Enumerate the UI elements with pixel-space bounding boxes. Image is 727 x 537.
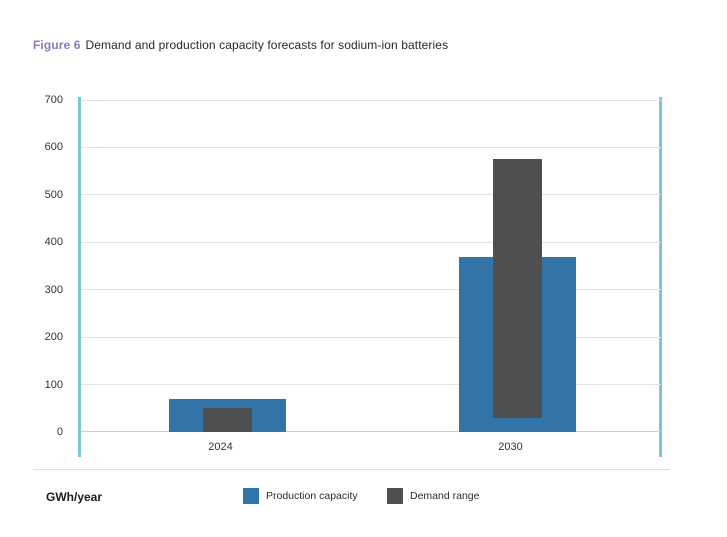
gridline-200 xyxy=(81,336,661,338)
left-axis-line xyxy=(78,97,81,457)
gridline-600 xyxy=(81,146,661,148)
figure-title-text: Demand and production capacity forecasts… xyxy=(85,38,449,52)
legend-label-demand-range: Demand range xyxy=(410,490,480,502)
y-tick-300: 300 xyxy=(44,283,63,296)
footer-divider xyxy=(33,469,670,470)
x-tick-2024: 2024 xyxy=(208,441,233,453)
right-axis-line xyxy=(659,97,662,457)
legend-label-production-capacity: Production capacity xyxy=(266,490,358,502)
plot-area xyxy=(81,99,661,432)
x-tick-2030: 2030 xyxy=(498,441,523,453)
y-tick-500: 500 xyxy=(44,188,63,201)
y-tick-200: 200 xyxy=(44,331,63,344)
demand-range-swatch xyxy=(387,488,403,504)
gridline-100 xyxy=(81,384,661,386)
bar-demand-range-2030 xyxy=(493,159,542,418)
bar-demand-range-2024 xyxy=(203,408,252,432)
y-tick-700: 700 xyxy=(44,94,63,106)
y-tick-100: 100 xyxy=(44,378,63,391)
figure-caption: Figure 6 Demand and production capacity f… xyxy=(33,38,448,52)
figure-label: Figure 6 xyxy=(33,38,81,52)
gridline-400 xyxy=(81,241,661,243)
legend-item-demand-range: Demand range xyxy=(387,488,479,504)
y-tick-600: 600 xyxy=(44,141,63,154)
y-tick-400: 400 xyxy=(44,236,63,249)
y-axis-unit-label: GWh/year xyxy=(46,490,103,504)
gridline-0 xyxy=(81,431,661,432)
legend-item-production-capacity: Production capacity xyxy=(243,488,358,504)
gridline-500 xyxy=(81,194,661,196)
production-capacity-swatch xyxy=(243,488,259,504)
gridline-300 xyxy=(81,289,661,291)
gridline-700 xyxy=(81,99,661,101)
y-tick-0: 0 xyxy=(56,426,63,438)
